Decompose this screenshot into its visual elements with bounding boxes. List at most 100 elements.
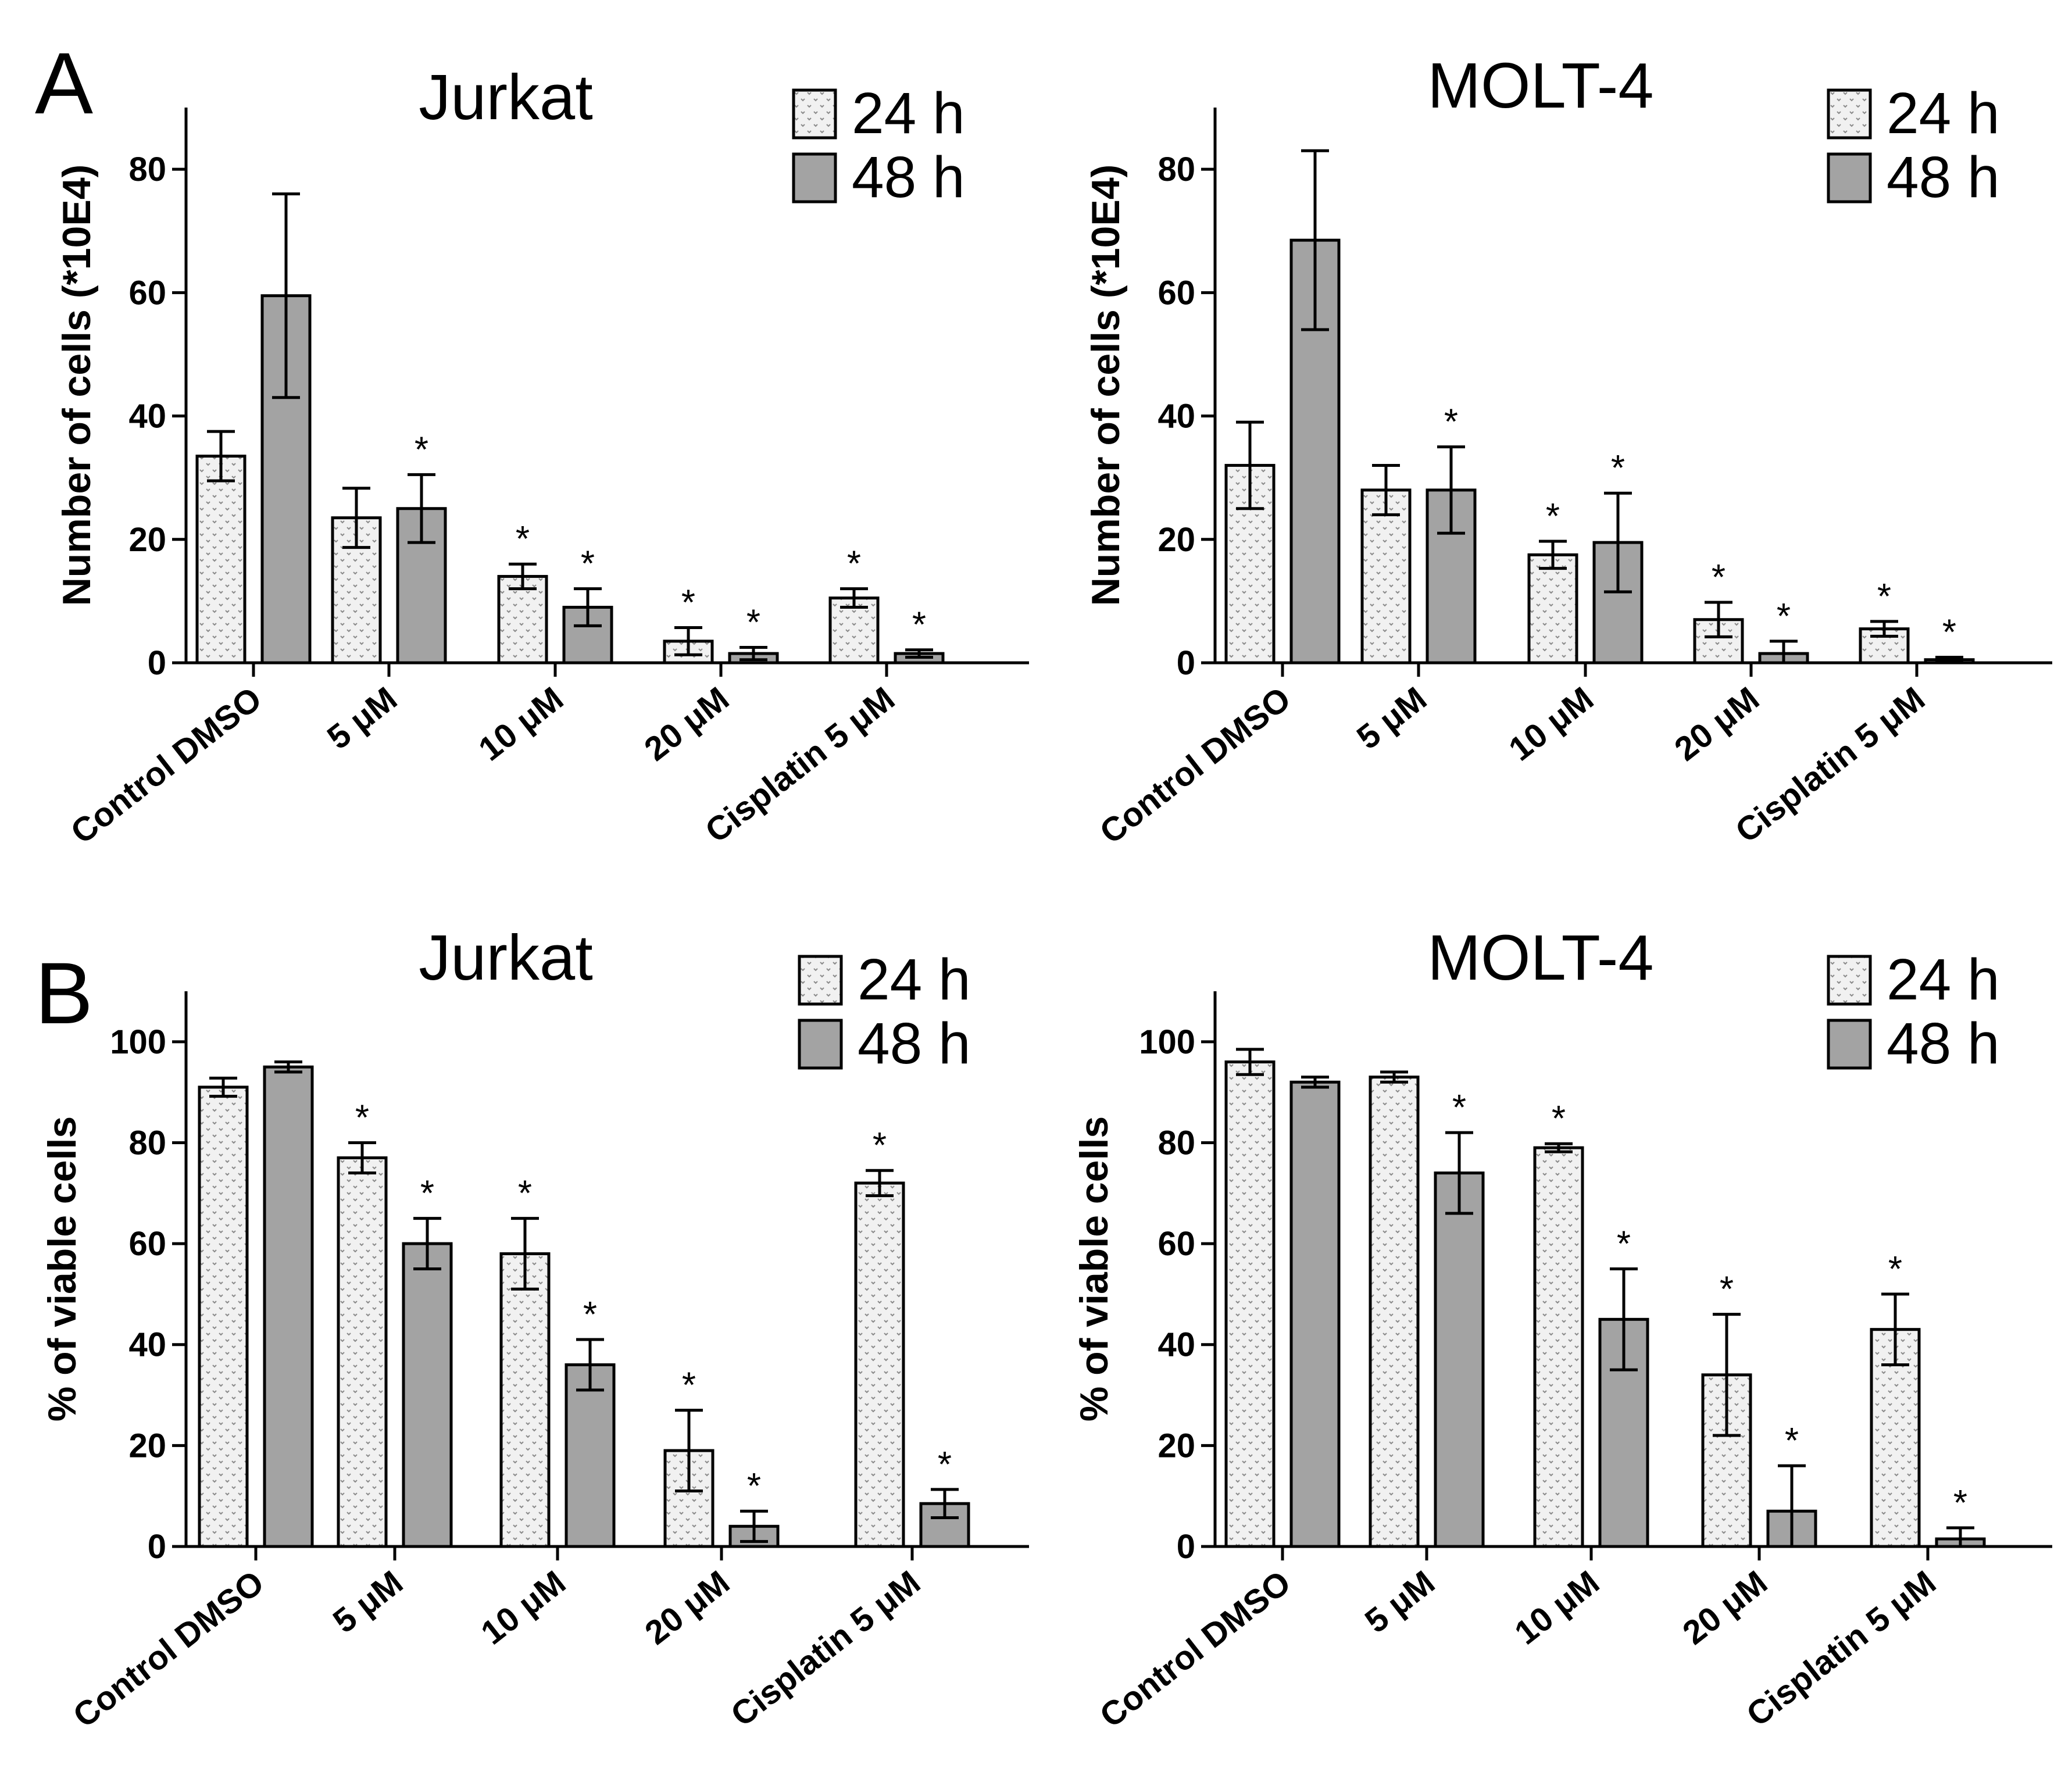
legend-label: 48 h <box>852 145 965 210</box>
y-tick-label: 80 <box>128 1124 166 1162</box>
y-tick-label: 80 <box>128 151 166 188</box>
significance-star: * <box>681 583 695 623</box>
bar-24h <box>854 1181 905 1548</box>
significance-star: * <box>1888 1249 1902 1290</box>
x-tick-label: 20 μM <box>638 1563 737 1652</box>
significance-star: * <box>912 605 926 645</box>
significance-star: * <box>1546 497 1560 537</box>
x-tick-label: Control DMSO <box>66 1563 271 1735</box>
x-tick-label: Control DMSO <box>64 680 269 851</box>
significance-star: * <box>1720 1270 1734 1310</box>
legend-label: 48 h <box>1887 145 2000 210</box>
chart-title: MOLT-4 <box>1427 922 1653 994</box>
x-tick-label: 10 μM <box>1502 680 1601 768</box>
bar-48h <box>1289 1080 1341 1548</box>
significance-star: * <box>1785 1421 1799 1461</box>
y-tick-label: 60 <box>128 1225 166 1263</box>
legend-swatch-24h <box>1827 955 1872 1006</box>
x-tick-label: 20 μM <box>1667 680 1766 768</box>
bar-24h <box>499 1252 551 1548</box>
bar-48h <box>402 1242 453 1548</box>
chart-title: Jurkat <box>419 62 593 133</box>
y-axis-label: % of viable cells <box>1072 1116 1116 1421</box>
bar-24h <box>1859 627 1910 665</box>
significance-star: * <box>938 1445 952 1485</box>
significance-star: * <box>1617 1224 1631 1265</box>
x-tick-label: 20 μM <box>637 680 736 768</box>
significance-star: * <box>1877 577 1891 617</box>
charts-container: Jurkat 0 20 40 60 80 Number of cells (*10E4) Co… <box>40 50 2052 1735</box>
y-tick-label: 20 <box>1158 521 1195 559</box>
y-tick-label: 20 <box>128 521 166 559</box>
bar-24h <box>195 455 247 665</box>
legend-swatch-24h <box>792 88 837 140</box>
bar-24h <box>198 1085 249 1548</box>
y-tick-label: 40 <box>1158 1326 1195 1364</box>
legend-label: 24 h <box>852 81 965 146</box>
y-tick-label: 60 <box>128 274 166 312</box>
legend-label: 24 h <box>1887 81 2000 146</box>
legend-swatch-48h <box>1827 152 1872 203</box>
significance-star: * <box>1552 1099 1566 1139</box>
y-tick-label: 80 <box>1158 1124 1195 1162</box>
chart-1: Jurkat 0 20 40 60 80 Number of cells (*10E4) Co… <box>55 62 1029 851</box>
x-tick-label: 10 μM <box>474 1563 573 1652</box>
y-tick-label: 80 <box>1158 151 1195 188</box>
legend-label: 48 h <box>1887 1011 2000 1076</box>
bar-24h <box>1533 1146 1584 1548</box>
x-tick-label: 20 μM <box>1676 1563 1774 1652</box>
y-tick-label: 100 <box>1139 1023 1195 1061</box>
x-tick-label: 5 μM <box>326 1563 410 1641</box>
legend-label: 24 h <box>1887 947 2000 1012</box>
bar-24h <box>1224 1060 1276 1548</box>
significance-star: * <box>415 430 428 470</box>
significance-star: * <box>1942 612 1956 652</box>
significance-star: * <box>1712 558 1726 598</box>
y-tick-label: 40 <box>128 398 166 435</box>
y-tick-label: 0 <box>148 1528 166 1566</box>
bar-48h <box>263 1065 314 1548</box>
y-tick-label: 60 <box>1158 274 1195 312</box>
significance-star: * <box>1777 597 1791 637</box>
significance-star: * <box>420 1174 434 1214</box>
bar-24h <box>828 597 880 665</box>
x-tick-label: 5 μM <box>1358 1563 1442 1641</box>
legend-label: 48 h <box>858 1011 971 1076</box>
significance-star: * <box>1611 448 1625 488</box>
y-axis-label: Number of cells (*10E4) <box>1084 165 1128 606</box>
y-tick-label: 60 <box>1158 1225 1195 1263</box>
legend-swatch-48h <box>792 152 837 203</box>
bar-24h <box>1360 488 1412 665</box>
y-tick-label: 0 <box>1177 644 1195 682</box>
x-tick-label: 10 μM <box>1507 1563 1606 1652</box>
x-tick-label: 5 μM <box>1350 680 1434 757</box>
y-tick-label: 0 <box>148 644 166 682</box>
x-tick-label: Control DMSO <box>1093 1563 1298 1735</box>
y-tick-label: 40 <box>1158 398 1195 435</box>
x-tick-label: Control DMSO <box>1093 680 1298 851</box>
legend-swatch-48h <box>798 1019 843 1070</box>
significance-star: * <box>746 602 760 642</box>
chart-3: Jurkat 0 20 40 60 80 100 % of viable cells Contr… <box>40 922 1029 1735</box>
bar-48h <box>565 1363 616 1548</box>
significance-star: * <box>355 1098 369 1138</box>
chart-2: MOLT-4 0 20 40 60 80 Number of cells (*10E4) Co… <box>1084 50 2052 851</box>
legend-label: 24 h <box>858 947 971 1012</box>
chart-title: Jurkat <box>419 922 593 994</box>
chart-4: MOLT-4 0 20 40 60 80 100 % of viable cells Contr… <box>1072 922 2052 1735</box>
significance-star: * <box>682 1366 696 1406</box>
significance-star: * <box>583 1295 597 1335</box>
y-tick-label: 20 <box>1158 1427 1195 1465</box>
bar-24h <box>337 1156 388 1548</box>
y-tick-label: 0 <box>1177 1528 1195 1566</box>
y-axis-label: % of viable cells <box>40 1116 84 1421</box>
significance-star: * <box>847 544 861 584</box>
bar-48h <box>1434 1171 1485 1548</box>
y-tick-label: 40 <box>128 1326 166 1364</box>
legend-swatch-24h <box>798 955 843 1006</box>
x-tick-label: 5 μM <box>320 680 404 757</box>
significance-star: * <box>1452 1088 1466 1128</box>
legend-swatch-48h <box>1827 1019 1872 1070</box>
panel-label-a: A <box>35 34 93 132</box>
